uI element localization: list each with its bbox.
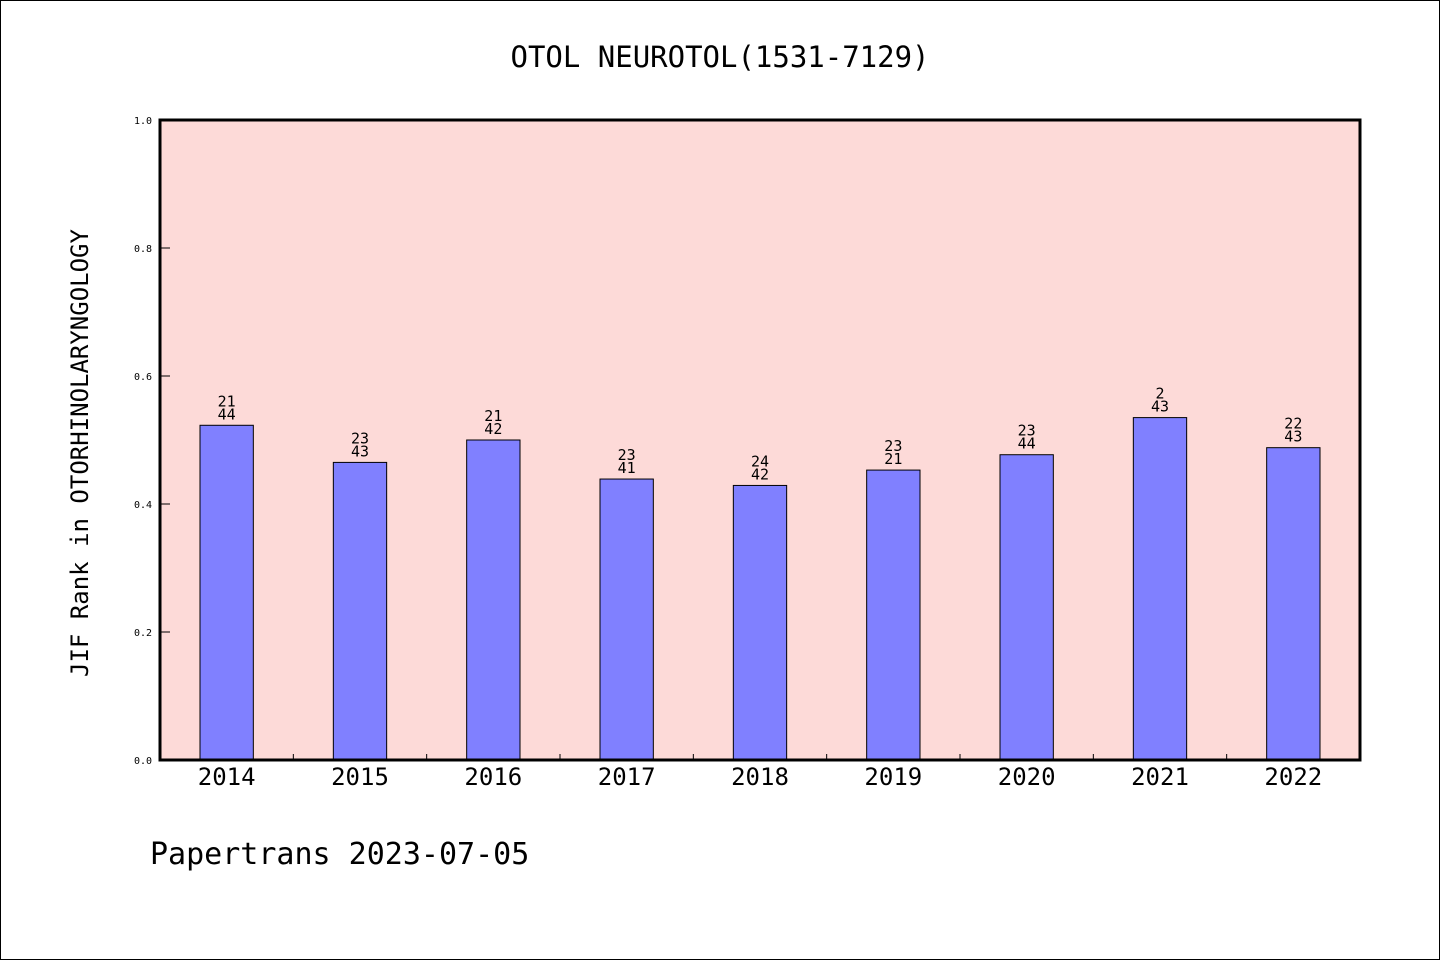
bar-rank-label: 23 xyxy=(884,437,902,455)
x-tick-label: 2017 xyxy=(598,763,656,791)
x-tick-label: 2018 xyxy=(731,763,789,791)
bar-2021 xyxy=(1132,417,1188,761)
y-axis-label: JIF Rank in OTORHINOLARYNGOLOGY xyxy=(66,228,94,676)
bar-2017 xyxy=(599,478,654,761)
bar-total-label: 44 xyxy=(1018,435,1036,453)
x-tick-label: 2020 xyxy=(998,763,1056,791)
bar-total-label: 43 xyxy=(351,442,369,460)
bar-rank-label: 23 xyxy=(351,429,369,447)
chart-title: OTOL NEUROTOL(1531-7129) xyxy=(510,40,929,74)
plot-frame xyxy=(158,118,1362,762)
bar-total-label: 44 xyxy=(218,405,236,423)
bar-2018 xyxy=(732,484,788,761)
bars xyxy=(199,417,1321,761)
x-tick-label: 2015 xyxy=(331,763,389,791)
bar-total-label: 42 xyxy=(751,465,769,483)
y-tick-label: 0.0 xyxy=(134,756,152,767)
bar-2014 xyxy=(199,424,254,761)
bar-total-label: 41 xyxy=(618,459,636,477)
x-tick-labels: 2014 2015 2016 2017 2018 2019 2020 2021 2022 xyxy=(198,763,1322,791)
x-tick-label: 2014 xyxy=(198,763,256,791)
bar-rank-label: 21 xyxy=(484,407,502,425)
bar-rank-label: 22 xyxy=(1284,415,1302,433)
bar-2020 xyxy=(999,454,1054,761)
bar-rank-label: 21 xyxy=(218,392,236,410)
bar-total-label: 43 xyxy=(1151,398,1169,416)
bar-2019 xyxy=(866,469,921,761)
bar-rank-label: 2 xyxy=(1155,385,1164,403)
bar-total-label: 43 xyxy=(1284,428,1302,446)
y-tick-label: 0.8 xyxy=(134,244,152,255)
y-tick-labels: 0.0 0.2 0.4 0.6 0.8 1.0 xyxy=(134,116,152,767)
x-tick-label: 2021 xyxy=(1131,763,1189,791)
bar-rank-label: 24 xyxy=(751,452,769,470)
bar-total-label: 42 xyxy=(484,420,502,438)
bar-rank-label: 23 xyxy=(618,446,636,464)
y-tick-label: 0.2 xyxy=(134,628,152,639)
bar-total-label: 21 xyxy=(884,450,902,468)
bar-2015 xyxy=(332,461,388,761)
bar-rank-label: 23 xyxy=(1018,422,1036,440)
footer-text: Papertrans 2023-07-05 xyxy=(150,837,529,872)
x-tick-label: 2022 xyxy=(1264,763,1322,791)
y-tick-label: 1.0 xyxy=(134,116,152,127)
y-tick-label: 0.6 xyxy=(134,372,152,383)
bar-2022 xyxy=(1266,447,1321,761)
x-tick-label: 2016 xyxy=(464,763,522,791)
bar-2016 xyxy=(466,439,521,761)
y-tick-label: 0.4 xyxy=(134,500,152,511)
x-tick-label: 2019 xyxy=(864,763,922,791)
